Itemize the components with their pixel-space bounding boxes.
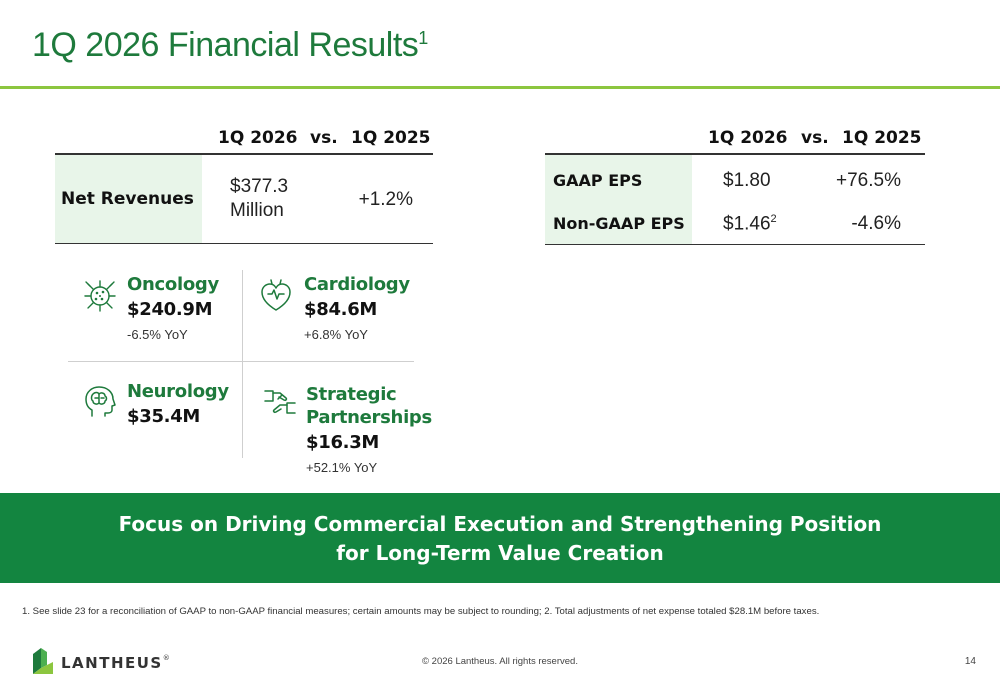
non-gaap-eps-label: Non-GAAP EPS [553, 214, 685, 233]
table-row-gaap-eps: GAAP EPS $1.80 +76.5% [545, 158, 925, 202]
segment-horizontal-divider [68, 361, 414, 362]
page-number: 14 [964, 656, 976, 667]
title-divider [0, 86, 1000, 89]
copyright: © 2026 Lantheus. All rights reserved. [422, 656, 578, 667]
rev-col-vs: vs. [310, 128, 338, 148]
eps-col-1q2026: 1Q 2026 [708, 128, 788, 148]
eps-col-vs: vs. [801, 128, 829, 148]
focus-banner-text: Focus on Driving Commercial Execution an… [118, 512, 882, 565]
cell-icon [84, 280, 116, 312]
non-gaap-footnote-ref: 2 [770, 213, 777, 225]
eps-col-1q2025: 1Q 2025 [842, 128, 922, 148]
net-revenues-value: $377.3 Million [230, 176, 289, 221]
non-gaap-eps-value: $1.462 [723, 213, 777, 235]
page-title: 1Q 2026 Financial Results1 [32, 26, 428, 64]
segment-oncology-amount: $240.9M [127, 299, 213, 320]
segment-cardiology-yoy: +6.8% YoY [304, 327, 368, 342]
heart-icon [261, 279, 291, 311]
segment-neurology-amount: $35.4M [127, 406, 201, 427]
segment-oncology-yoy: -6.5% YoY [127, 327, 188, 342]
net-revenues-label: Net Revenues [61, 189, 194, 209]
eps-label-cell [545, 155, 692, 244]
eps-table: GAAP EPS $1.80 +76.5% Non-GAAP EPS $1.46… [545, 153, 925, 245]
gaap-eps-label: GAAP EPS [553, 171, 643, 190]
net-revenues-label-cell: Net Revenues [55, 155, 202, 243]
segment-vertical-divider [242, 270, 243, 458]
segment-neurology-name: Neurology [127, 381, 229, 402]
focus-banner: Focus on Driving Commercial Execution an… [0, 493, 1000, 583]
segment-strategic-partnerships-name: Strategic Partnerships [306, 384, 432, 428]
gaap-eps-value: $1.80 [723, 170, 771, 191]
segment-oncology-name: Oncology [127, 274, 219, 295]
net-revenues-table: Net Revenues $377.3 Million +1.2% [55, 153, 433, 244]
title-footnote-ref: 1 [418, 28, 428, 48]
net-revenues-change: +1.2% [358, 189, 413, 210]
segment-strategic-partnerships-amount: $16.3M [306, 432, 380, 453]
gaap-eps-change: +76.5% [836, 170, 901, 191]
non-gaap-eps-change: -4.6% [851, 213, 901, 234]
segment-cardiology-name: Cardiology [304, 274, 410, 295]
rev-col-1q2025: 1Q 2025 [351, 128, 431, 148]
lantheus-logo-text: LANTHEUS® [61, 654, 172, 672]
segment-cardiology-amount: $84.6M [304, 299, 378, 320]
table-row-non-gaap-eps: Non-GAAP EPS $1.462 -4.6% [545, 201, 925, 245]
footnote: 1. See slide 23 for a reconciliation of … [22, 606, 820, 617]
lantheus-logo-icon [33, 648, 53, 674]
brain-icon [85, 386, 116, 417]
segment-strategic-partnerships-yoy: +52.1% YoY [306, 460, 378, 475]
handshake-icon [264, 390, 296, 414]
rev-col-1q2026: 1Q 2026 [218, 128, 298, 148]
